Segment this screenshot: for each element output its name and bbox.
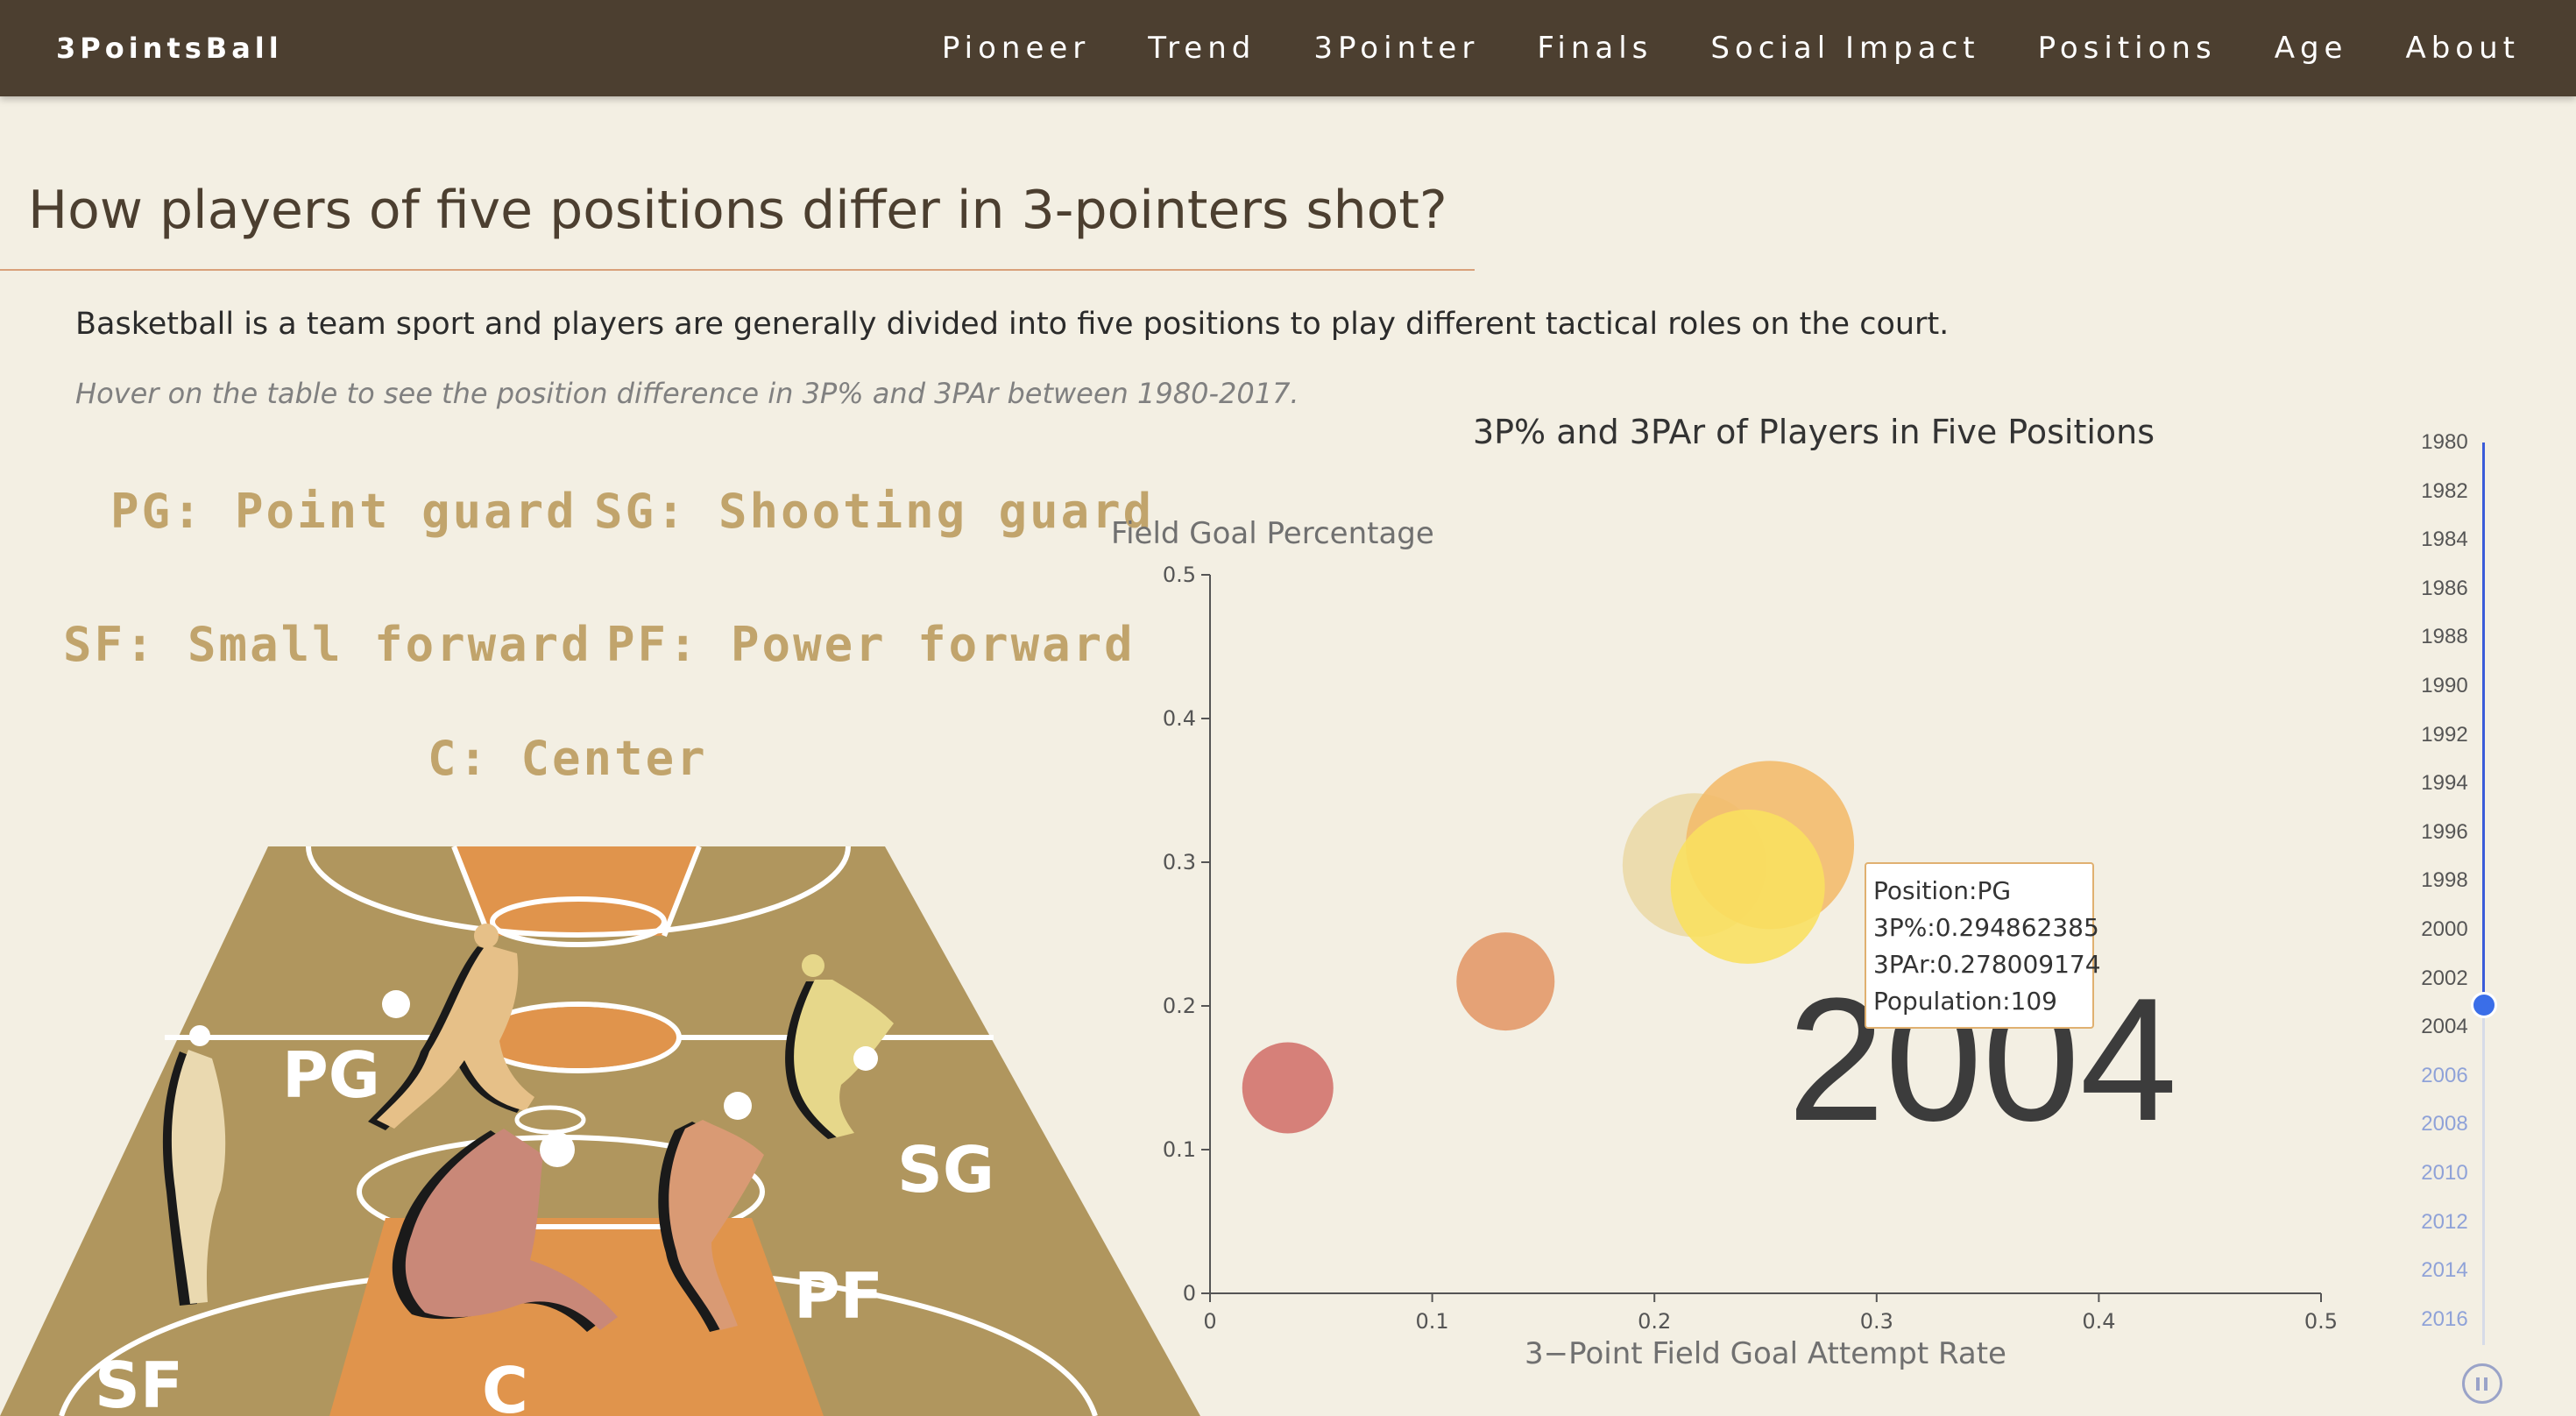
top-free-throw-circle <box>490 896 667 947</box>
bubble-point <box>1456 932 1555 1031</box>
court-label-pg: PG <box>282 1038 380 1112</box>
court-label-sf: SF <box>95 1349 183 1416</box>
x-tick-label: 0.2 <box>1638 1309 1671 1334</box>
tooltip-position: Position:PG <box>1873 876 2012 905</box>
title-divider <box>0 269 1475 271</box>
timeline-year-1996[interactable]: 1996 <box>2421 819 2468 844</box>
chart-axes <box>1209 575 2321 1294</box>
x-tick-label: 0.3 <box>1860 1309 1893 1334</box>
pause-icon <box>2476 1377 2480 1391</box>
timeline-year-1988[interactable]: 1988 <box>2421 625 2468 649</box>
pause-icon-bar <box>2484 1377 2488 1391</box>
tooltip-population: Population:109 <box>1873 987 2057 1016</box>
timeline-year-2014[interactable]: 2014 <box>2421 1258 2468 1283</box>
chart-title: 3P% and 3PAr of Players in Five Position… <box>1473 413 2155 451</box>
chart-ticks: 0 0.1 0.2 0.3 0.4 0.5 0 0.1 0.2 0.3 0.4 0.5 <box>1163 563 2338 1334</box>
y-tick-label: 0.4 <box>1163 706 1196 731</box>
player-pg <box>368 924 534 1130</box>
top-lane-line-left <box>451 845 492 938</box>
pause-button[interactable] <box>2462 1363 2502 1404</box>
x-tick-label: 0.4 <box>2082 1309 2115 1334</box>
position-label-pf: PF: Power forward <box>606 617 1136 672</box>
timeline-year-2002[interactable]: 2002 <box>2421 966 2468 990</box>
center-circle-fill <box>480 1007 676 1068</box>
position-label-c: C: Center <box>428 731 708 786</box>
position-label-sf: SF: Small forward <box>63 617 592 672</box>
player-sf <box>162 1025 226 1306</box>
nav-item-pioneer[interactable]: Pioneer <box>941 31 1091 66</box>
top-lane-line-right <box>662 845 702 938</box>
intro-text: Basketball is a team sport and players a… <box>75 307 1950 342</box>
nav-menu: Pioneer Trend 3Pointer Finals Social Imp… <box>884 0 2520 96</box>
tooltip-3par: 3PAr:0.278009174 <box>1873 950 2101 979</box>
player-c <box>392 1105 618 1332</box>
timeline-year-2012[interactable]: 2012 <box>2421 1209 2468 1234</box>
court-floor <box>0 846 1200 1416</box>
timeline-year-2000[interactable]: 2000 <box>2421 917 2468 941</box>
timeline-year-1980[interactable]: 1980 <box>2421 430 2468 454</box>
nav-item-social-impact[interactable]: Social Impact <box>1710 31 1980 66</box>
nav-item-age[interactable]: Age <box>2274 31 2348 66</box>
position-label-sg: SG: Shooting guard <box>594 484 1155 539</box>
y-tick-label: 0.2 <box>1163 994 1196 1018</box>
hover-hint: Hover on the table to see the position d… <box>75 377 1299 410</box>
nav-item-finals[interactable]: Finals <box>1537 31 1653 66</box>
y-tick-label: 0 <box>1183 1281 1196 1306</box>
timeline-year-1982[interactable]: 1982 <box>2421 478 2468 503</box>
timeline-year-1986[interactable]: 1986 <box>2421 576 2468 600</box>
timeline-year-1998[interactable]: 1998 <box>2421 868 2468 893</box>
x-axis-label: 3−Point Field Goal Attempt Rate <box>1525 1336 2006 1371</box>
top-three-point-arc <box>306 846 851 938</box>
chart-tooltip: Position:PG 3P%:0.294862385 3PAr:0.27800… <box>1865 862 2101 1029</box>
timeline-year-2004[interactable]: 2004 <box>2421 1015 2468 1039</box>
timeline-year-1992[interactable]: 1992 <box>2421 722 2468 747</box>
timeline-year-2016[interactable]: 2016 <box>2421 1306 2468 1331</box>
nav-item-about[interactable]: About <box>2405 31 2520 66</box>
scatter-chart: 3P% and 3PAr of Players in Five Position… <box>1111 413 2338 1371</box>
timeline-year-2008[interactable]: 2008 <box>2421 1112 2468 1136</box>
timeline-handle[interactable] <box>2471 992 2497 1018</box>
y-axis-label: Field Goal Percentage <box>1111 516 1434 551</box>
chart-bubbles <box>1242 761 1855 1134</box>
player-sg <box>785 954 894 1139</box>
timeline-year-2010[interactable]: 2010 <box>2421 1161 2468 1185</box>
timeline-year-1994[interactable]: 1994 <box>2421 771 2468 796</box>
court-label-c: C <box>482 1354 528 1416</box>
top-paint <box>454 846 699 936</box>
brand-logo[interactable]: 3PointsBall <box>56 32 283 65</box>
y-tick-label: 0.1 <box>1163 1137 1196 1162</box>
x-tick-label: 0 <box>1203 1309 1216 1334</box>
timeline-year-1990[interactable]: 1990 <box>2421 674 2468 697</box>
nav-item-trend[interactable]: Trend <box>1148 31 1256 66</box>
timeline-year-2006[interactable]: 2006 <box>2421 1063 2468 1087</box>
player-pf <box>658 1092 764 1332</box>
nav-item-positions[interactable]: Positions <box>2037 31 2217 66</box>
tooltip-3p-percent: 3P%:0.294862385 <box>1873 913 2099 942</box>
page-title: How players of five positions differ in … <box>28 180 1447 241</box>
y-tick-label: 0.5 <box>1163 563 1196 587</box>
nav-item-3pointer[interactable]: 3Pointer <box>1313 31 1480 66</box>
top-navbar: 3PointsBall Pioneer Trend 3Pointer Final… <box>0 0 2576 96</box>
timeline-year-1984[interactable]: 1984 <box>2421 527 2468 552</box>
x-tick-label: 0.5 <box>2304 1309 2338 1334</box>
basketball-court-illustration: PG SG SF PF C <box>0 845 1200 1416</box>
court-label-pf: PF <box>794 1259 883 1333</box>
timeline-progress <box>2482 442 2485 1004</box>
position-label-pg: PG: Point guard <box>110 484 577 539</box>
y-tick-label: 0.3 <box>1163 850 1196 874</box>
bubble-point <box>1242 1042 1334 1134</box>
court-label-sg: SG <box>897 1133 994 1207</box>
bubble-point <box>1670 809 1825 964</box>
x-tick-label: 0.1 <box>1416 1309 1449 1334</box>
